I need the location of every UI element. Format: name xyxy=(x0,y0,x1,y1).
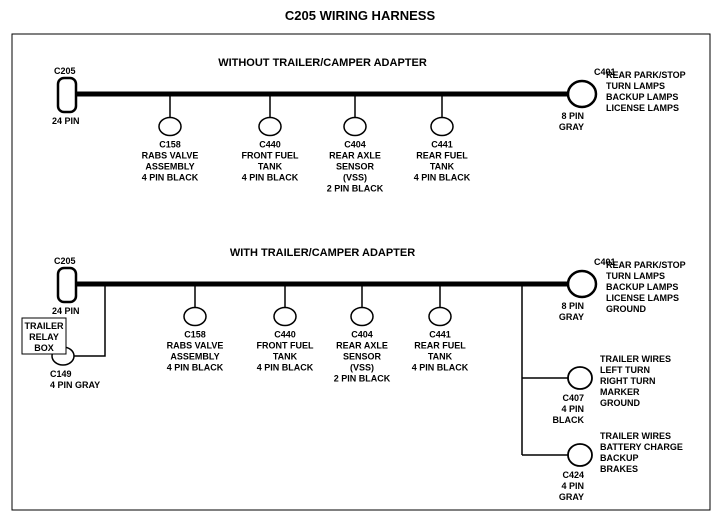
bottom-right-label-3: LICENSE LAMPS xyxy=(606,293,679,303)
top-drop-1-code: C440 xyxy=(259,140,281,150)
bottom-c424-label-2: BACKUP xyxy=(600,453,639,463)
bottom-drop-2-code: C404 xyxy=(351,330,373,340)
top-right-label-3: LICENSE LAMPS xyxy=(606,103,679,113)
bottom-c424-pin2: GRAY xyxy=(559,492,584,502)
top-subtitle: WITHOUT TRAILER/CAMPER ADAPTER xyxy=(218,57,427,69)
top-drop-3-line-2: 4 PIN BLACK xyxy=(414,173,471,183)
bottom-left-code: C205 xyxy=(54,256,76,266)
bottom-right-pin2: GRAY xyxy=(559,312,584,322)
bottom-subtitle: WITH TRAILER/CAMPER ADAPTER xyxy=(230,247,415,259)
bottom-left-pin: 24 PIN xyxy=(52,306,80,316)
top-drop-2-line-1: SENSOR xyxy=(336,162,375,172)
bottom-drop-2-node xyxy=(351,308,373,326)
top-right-label-0: REAR PARK/STOP xyxy=(606,70,686,80)
bottom-c407-node xyxy=(568,367,592,389)
bottom-drop-2-line-2: (VSS) xyxy=(350,363,374,373)
bottom-leftbranch-code: C149 xyxy=(50,369,72,379)
page-title: C205 WIRING HARNESS xyxy=(285,8,436,23)
bottom-right-label-0: REAR PARK/STOP xyxy=(606,260,686,270)
bottom-drop-0-node xyxy=(184,308,206,326)
top-drop-3-code: C441 xyxy=(431,140,453,150)
bottom-c407-label-2: RIGHT TURN xyxy=(600,376,656,386)
top-right-label-2: BACKUP LAMPS xyxy=(606,92,678,102)
bottom-drop-2-line-1: SENSOR xyxy=(343,352,382,362)
bottom-drop-0-code: C158 xyxy=(184,330,206,340)
bottom-c424-label-1: BATTERY CHARGE xyxy=(600,442,683,452)
top-left-connector xyxy=(58,78,76,112)
top-left-code: C205 xyxy=(54,66,76,76)
bottom-right-label-1: TURN LAMPS xyxy=(606,271,665,281)
bottom-drop-3-line-0: REAR FUEL xyxy=(414,341,466,351)
bottom-drop-0-line-1: ASSEMBLY xyxy=(170,352,219,362)
top-drop-2-code: C404 xyxy=(344,140,366,150)
bottom-right-label-2: BACKUP LAMPS xyxy=(606,282,678,292)
top-drop-0-line-1: ASSEMBLY xyxy=(145,162,194,172)
bottom-leftbranch-path xyxy=(74,286,105,356)
bottom-right-label-4: GROUND xyxy=(606,304,646,314)
top-drop-2-line-3: 2 PIN BLACK xyxy=(327,184,384,194)
top-drop-0-line-0: RABS VALVE xyxy=(142,151,199,161)
bottom-c424-label-0: TRAILER WIRES xyxy=(600,431,671,441)
bottom-c407-label-1: LEFT TURN xyxy=(600,365,650,375)
bottom-drop-3-node xyxy=(429,308,451,326)
top-drop-1-line-2: 4 PIN BLACK xyxy=(242,173,299,183)
bottom-left-connector xyxy=(58,268,76,302)
top-drop-3-line-1: TANK xyxy=(430,162,455,172)
top-right-label-1: TURN LAMPS xyxy=(606,81,665,91)
bottom-right-connector xyxy=(568,271,596,297)
top-drop-0-node xyxy=(159,118,181,136)
top-drop-0-code: C158 xyxy=(159,140,181,150)
bottom-c407-pin1: 4 PIN xyxy=(561,404,584,414)
bottom-c424-pin1: 4 PIN xyxy=(561,481,584,491)
wiring-diagram: C205 WIRING HARNESS WITHOUT TRAILER/CAMPE… xyxy=(0,0,720,517)
bottom-drop-3-code: C441 xyxy=(429,330,451,340)
trailer-relay-box-line-2: BOX xyxy=(34,343,54,353)
top-left-pin: 24 PIN xyxy=(52,116,80,126)
bottom-c424-node xyxy=(568,444,592,466)
bottom-c407-label-3: MARKER xyxy=(600,387,640,397)
trailer-relay-box-line-1: RELAY xyxy=(29,332,59,342)
bottom-drop-1-line-1: TANK xyxy=(273,352,298,362)
top-drop-1-line-1: TANK xyxy=(258,162,283,172)
bottom-c424-code: C424 xyxy=(562,470,584,480)
bottom-drop-1-code: C440 xyxy=(274,330,296,340)
top-drop-3-line-0: REAR FUEL xyxy=(416,151,468,161)
bottom-drop-1-line-0: FRONT FUEL xyxy=(257,341,314,351)
bottom-leftbranch-pin: 4 PIN GRAY xyxy=(50,380,100,390)
top-drop-0-line-2: 4 PIN BLACK xyxy=(142,173,199,183)
bottom-drop-2-line-0: REAR AXLE xyxy=(336,341,388,351)
top-drop-1-node xyxy=(259,118,281,136)
bottom-drop-3-line-2: 4 PIN BLACK xyxy=(412,363,469,373)
bottom-c424-label-3: BRAKES xyxy=(600,464,638,474)
top-drop-1-line-0: FRONT FUEL xyxy=(242,151,299,161)
bottom-c407-code: C407 xyxy=(562,393,584,403)
top-drop-2-line-2: (VSS) xyxy=(343,173,367,183)
top-drop-3-node xyxy=(431,118,453,136)
bottom-drop-1-line-2: 4 PIN BLACK xyxy=(257,363,314,373)
top-right-pin2: GRAY xyxy=(559,122,584,132)
bottom-c407-label-4: GROUND xyxy=(600,398,640,408)
bottom-drop-1-node xyxy=(274,308,296,326)
top-right-connector xyxy=(568,81,596,107)
bottom-drop-0-line-0: RABS VALVE xyxy=(167,341,224,351)
top-drop-2-node xyxy=(344,118,366,136)
bottom-drop-3-line-1: TANK xyxy=(428,352,453,362)
bottom-c407-label-0: TRAILER WIRES xyxy=(600,354,671,364)
bottom-c407-pin2: BLACK xyxy=(553,415,585,425)
trailer-relay-box-line-0: TRAILER xyxy=(25,321,64,331)
bottom-right-pin1: 8 PIN xyxy=(561,301,584,311)
bottom-drop-2-line-3: 2 PIN BLACK xyxy=(334,374,391,384)
top-right-pin1: 8 PIN xyxy=(561,111,584,121)
bottom-drop-0-line-2: 4 PIN BLACK xyxy=(167,363,224,373)
top-drop-2-line-0: REAR AXLE xyxy=(329,151,381,161)
